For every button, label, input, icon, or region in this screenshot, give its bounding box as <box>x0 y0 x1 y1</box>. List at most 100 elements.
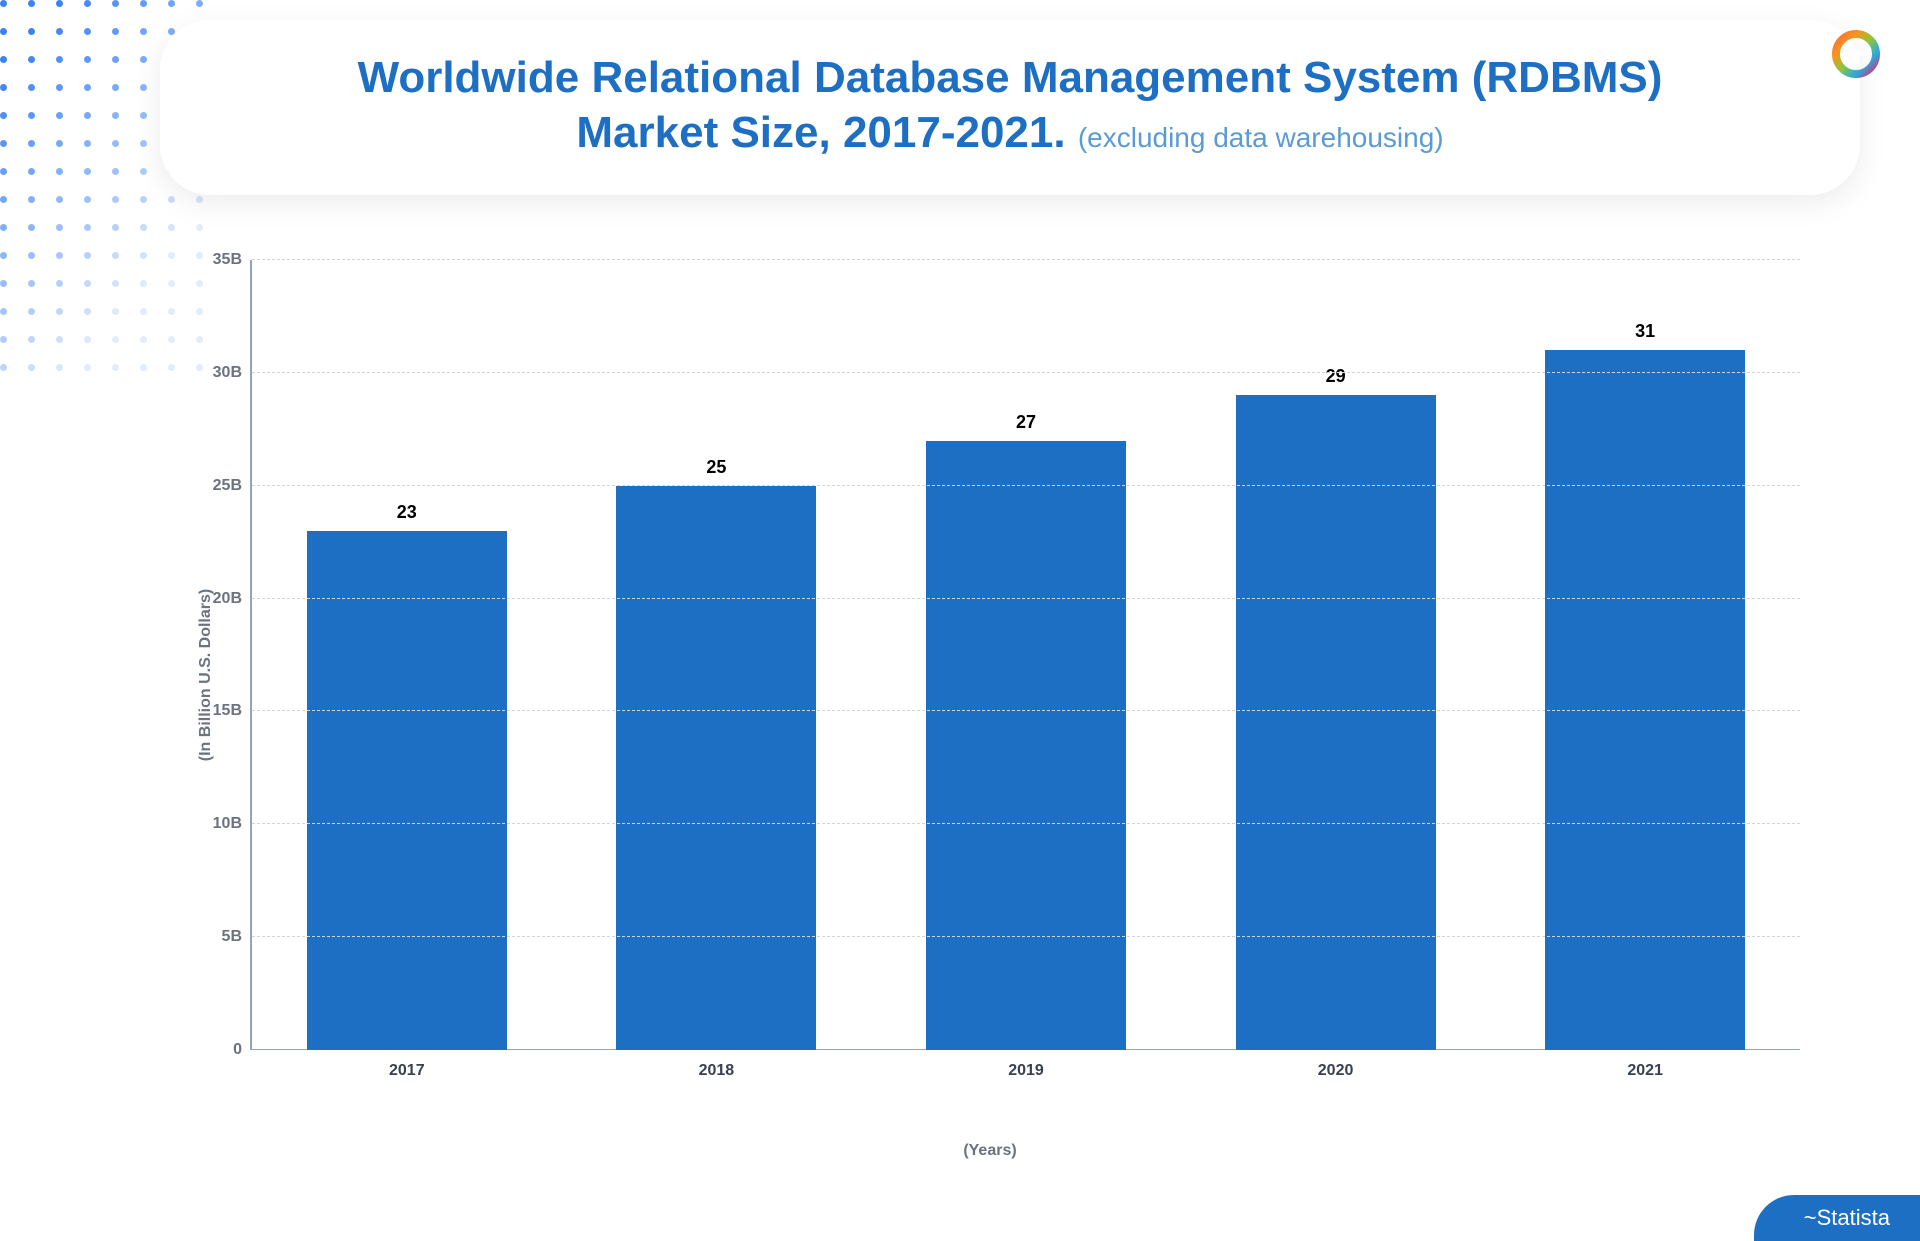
decoration-dot <box>140 168 147 175</box>
decoration-dot <box>28 196 35 203</box>
decoration-dot <box>28 56 35 63</box>
y-tick-label: 20B <box>202 590 242 608</box>
gridline <box>252 598 1800 599</box>
decoration-dot <box>28 28 35 35</box>
x-axis-label: (Years) <box>963 1142 1016 1160</box>
bar-group: 312021 <box>1545 321 1745 1050</box>
decoration-dot <box>56 168 63 175</box>
decoration-dot <box>84 84 91 91</box>
decoration-dot <box>112 336 119 343</box>
decoration-dot <box>112 252 119 259</box>
decoration-dot <box>0 140 7 147</box>
x-tick-label: 2018 <box>699 1062 735 1080</box>
bar <box>1236 395 1436 1050</box>
title-line2: Market Size, 2017-2021. <box>576 108 1065 157</box>
decoration-dot <box>0 308 7 315</box>
decoration-dot <box>28 112 35 119</box>
bar-value-label: 25 <box>706 457 726 478</box>
decoration-dot <box>196 196 203 203</box>
decoration-dot <box>168 308 175 315</box>
title-line1: Worldwide Relational Database Management… <box>358 53 1663 102</box>
decoration-dot <box>0 112 7 119</box>
decoration-dot <box>112 364 119 371</box>
decoration-dot <box>56 336 63 343</box>
decoration-dot <box>112 0 119 7</box>
decoration-dot <box>0 224 7 231</box>
decoration-dot <box>0 364 7 371</box>
decoration-dot <box>112 168 119 175</box>
decoration-dot <box>56 56 63 63</box>
decoration-dot <box>168 364 175 371</box>
decoration-dot <box>112 280 119 287</box>
decoration-dot <box>140 0 147 7</box>
decoration-dot <box>84 336 91 343</box>
decoration-dot <box>0 336 7 343</box>
decoration-dot <box>0 196 7 203</box>
y-tick-label: 30B <box>202 364 242 382</box>
decoration-dot <box>112 196 119 203</box>
decoration-dot <box>56 112 63 119</box>
gridline <box>252 372 1800 373</box>
bar-group: 232017 <box>307 502 507 1050</box>
decoration-dot <box>140 364 147 371</box>
decoration-dot <box>112 56 119 63</box>
decoration-dot <box>56 252 63 259</box>
bar <box>307 531 507 1050</box>
bar <box>926 441 1126 1050</box>
plot-region: 232017252018272019292020312021 05B10B15B… <box>250 260 1800 1050</box>
decoration-dot <box>112 112 119 119</box>
title-card: Worldwide Relational Database Management… <box>160 20 1860 195</box>
decoration-dot <box>56 196 63 203</box>
decoration-dot <box>28 280 35 287</box>
decoration-dot <box>140 196 147 203</box>
decoration-dot <box>56 28 63 35</box>
decoration-dot <box>140 112 147 119</box>
decoration-dot <box>0 56 7 63</box>
gridline <box>252 485 1800 486</box>
decoration-dot <box>84 28 91 35</box>
y-tick-label: 35B <box>202 251 242 269</box>
decoration-dot <box>56 308 63 315</box>
decoration-dot <box>0 84 7 91</box>
gridline <box>252 936 1800 937</box>
decoration-dot <box>56 280 63 287</box>
gridline <box>252 823 1800 824</box>
bar <box>616 486 816 1050</box>
decoration-dot <box>56 84 63 91</box>
decoration-dot <box>168 196 175 203</box>
decoration-dot <box>168 0 175 7</box>
decoration-dot <box>84 280 91 287</box>
decoration-dot <box>28 0 35 7</box>
decoration-dot <box>84 252 91 259</box>
decoration-dot <box>140 28 147 35</box>
decoration-dot <box>0 168 7 175</box>
decoration-dot <box>140 56 147 63</box>
decoration-dot <box>140 308 147 315</box>
decoration-dot <box>28 140 35 147</box>
decoration-dot <box>56 0 63 7</box>
bar-group: 272019 <box>926 412 1126 1050</box>
chart-area: (In Billion U.S. Dollars) 23201725201827… <box>180 260 1800 1090</box>
y-tick-label: 25B <box>202 477 242 495</box>
decoration-dot <box>56 224 63 231</box>
x-tick-label: 2021 <box>1627 1062 1663 1080</box>
decoration-dot <box>84 364 91 371</box>
decoration-dot <box>0 280 7 287</box>
decoration-dot <box>28 252 35 259</box>
source-text: ~Statista <box>1804 1205 1890 1230</box>
decoration-dot <box>84 140 91 147</box>
decoration-dot <box>168 280 175 287</box>
decoration-dot <box>84 168 91 175</box>
decoration-dot <box>84 112 91 119</box>
x-tick-label: 2020 <box>1318 1062 1354 1080</box>
y-tick-label: 0 <box>202 1041 242 1059</box>
decoration-dot <box>28 84 35 91</box>
decoration-dot <box>84 196 91 203</box>
y-tick-label: 5B <box>202 928 242 946</box>
decoration-dot <box>196 0 203 7</box>
chart-title: Worldwide Relational Database Management… <box>240 50 1780 160</box>
bar-group: 252018 <box>616 457 816 1050</box>
bars-container: 232017252018272019292020312021 <box>252 260 1800 1050</box>
decoration-dot <box>28 364 35 371</box>
decoration-dot <box>84 56 91 63</box>
